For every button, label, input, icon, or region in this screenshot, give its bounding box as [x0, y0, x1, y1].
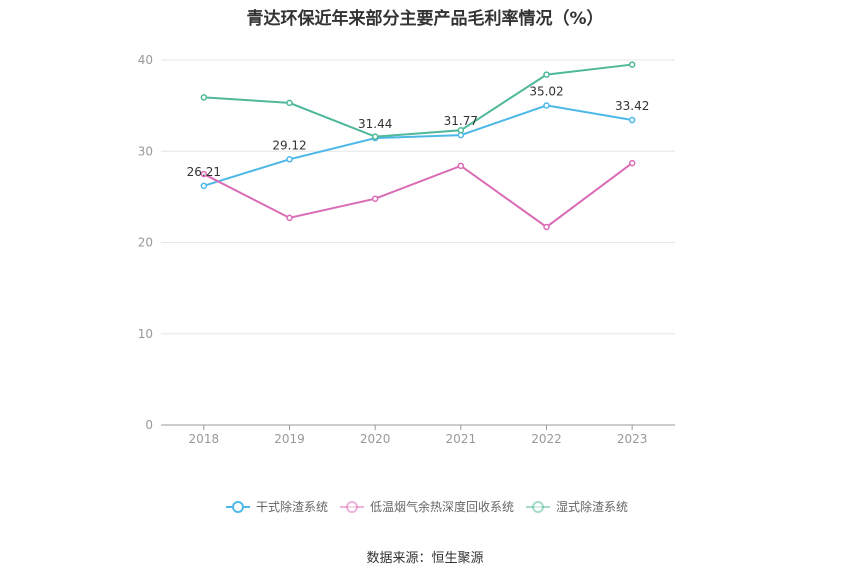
- data-label: 29.12: [272, 138, 306, 152]
- series-line: [203, 104, 633, 187]
- data-point: [457, 162, 465, 170]
- x-tick-label: 2022: [531, 432, 562, 446]
- chart-title: 青达环保近年来部分主要产品毛利率情况（%）: [246, 9, 604, 29]
- data-labels: 26.21 29.12 31.44 31.77 35.02 33.42: [187, 84, 650, 178]
- legend: 干式除渣系统 低温烟气余热深度回收系统 湿式除渣系统: [226, 499, 628, 514]
- x-tick-label: 2020: [360, 432, 391, 446]
- legend-label: 湿式除渣系统: [556, 499, 628, 514]
- data-point: [200, 182, 208, 190]
- series-line: [203, 63, 633, 138]
- data-point: [200, 170, 208, 178]
- data-label: 35.02: [529, 84, 563, 98]
- source-note: 数据来源：恒生聚源: [366, 551, 484, 566]
- data-point: [286, 99, 293, 107]
- data-point: [371, 195, 379, 202]
- data-label: 31.77: [444, 114, 478, 128]
- data-point: [286, 156, 293, 163]
- data-point: [628, 116, 636, 124]
- y-tick-label: 10: [138, 327, 153, 341]
- data-point: [286, 214, 293, 222]
- data-point: [543, 71, 550, 78]
- data-label: 33.42: [615, 99, 649, 113]
- data-point: [543, 102, 550, 109]
- data-point: [628, 159, 636, 167]
- series-lines: [200, 61, 636, 231]
- x-tick-label: 2021: [446, 432, 477, 446]
- x-axis: 2018 2019 2020 2021 2022 2023: [161, 424, 675, 446]
- legend-label: 低温烟气余热深度回收系统: [370, 499, 514, 514]
- gridlines: [161, 59, 675, 335]
- y-tick-label: 40: [138, 53, 153, 67]
- x-tick-label: 2023: [617, 432, 648, 446]
- data-point: [200, 94, 208, 101]
- legend-marker: [532, 501, 544, 513]
- y-axis: 0 10 20 30 40: [138, 53, 153, 432]
- x-tick-label: 2018: [189, 432, 220, 446]
- x-tick-label: 2019: [274, 432, 305, 446]
- data-point: [371, 133, 379, 140]
- data-label: 26.21: [187, 165, 221, 179]
- data-point: [628, 61, 636, 68]
- y-tick-label: 30: [138, 144, 153, 158]
- legend-marker: [232, 501, 244, 513]
- data-label: 31.44: [358, 117, 392, 131]
- legend-label: 干式除渣系统: [256, 499, 328, 514]
- legend-marker: [346, 501, 358, 513]
- y-tick-label: 0: [145, 418, 153, 432]
- data-point: [457, 127, 465, 134]
- y-tick-label: 20: [138, 236, 153, 250]
- data-point: [543, 223, 550, 231]
- series-line: [203, 162, 633, 229]
